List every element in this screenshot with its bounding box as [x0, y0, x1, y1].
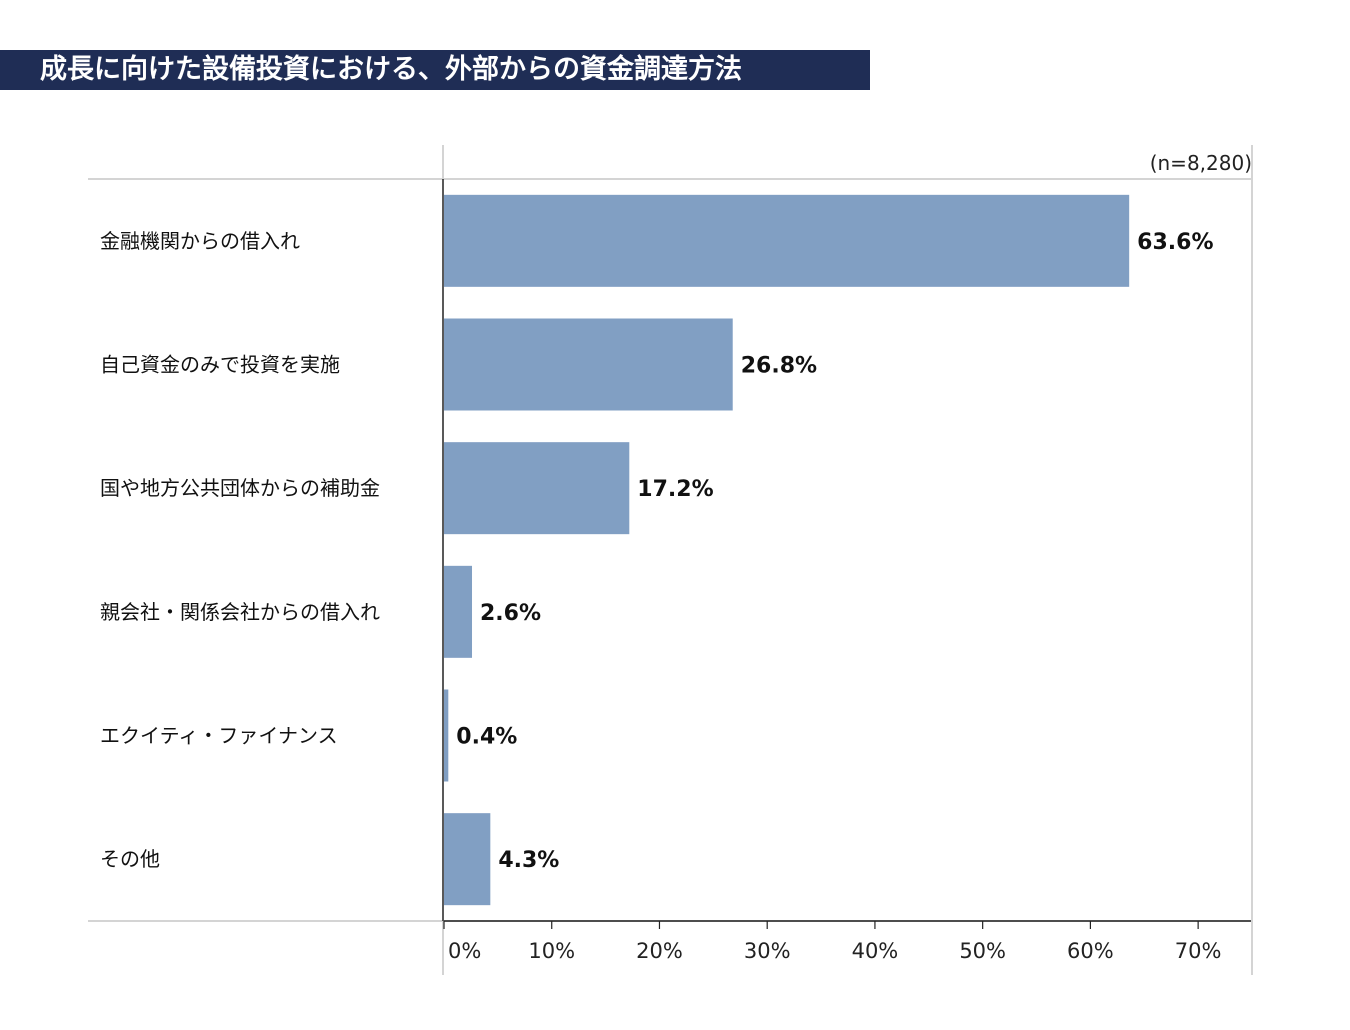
- x-tick-label: 20%: [636, 939, 683, 963]
- bar: [444, 813, 491, 906]
- value-label: 63.6%: [1137, 230, 1213, 255]
- x-tick-label: 0%: [448, 939, 481, 963]
- x-tick-label: 70%: [1175, 939, 1222, 963]
- bar: [444, 194, 1130, 287]
- value-label: 4.3%: [498, 848, 559, 873]
- chart-title: 成長に向けた設備投資における、外部からの資金調達方法: [0, 50, 870, 90]
- x-tick-label: 30%: [744, 939, 791, 963]
- value-label: 17.2%: [637, 477, 713, 502]
- bars: [444, 194, 1130, 906]
- value-label: 2.6%: [480, 601, 541, 626]
- value-label: 26.8%: [741, 354, 817, 379]
- category-label: 国や地方公共団体からの補助金: [100, 476, 380, 500]
- chart-frame: [88, 145, 1253, 975]
- category-label: その他: [100, 847, 160, 871]
- sample-size-label: (n=8,280): [1150, 151, 1252, 175]
- x-tick-label: 40%: [852, 939, 899, 963]
- x-tick-labels: 0% 10% 20% 30% 40% 50% 60% 70%: [443, 921, 1222, 963]
- x-tick-label: 50%: [959, 939, 1006, 963]
- category-label: 親会社・関係会社からの借入れ: [100, 600, 380, 624]
- bar: [444, 318, 733, 411]
- category-label: 金融機関からの借入れ: [100, 229, 300, 253]
- category-labels: 金融機関からの借入れ自己資金のみで投資を実施国や地方公共団体からの補助金親会社・…: [100, 229, 380, 871]
- x-tick-label: 10%: [528, 939, 575, 963]
- bar: [444, 689, 449, 782]
- category-label: エクイティ・ファイナンス: [100, 724, 338, 748]
- bar: [444, 565, 473, 658]
- value-labels: 63.6% 26.8% 17.2% 2.6% 0.4% 4.3%: [456, 230, 1213, 873]
- bar: [444, 442, 630, 535]
- value-label: 0.4%: [456, 725, 517, 750]
- category-label: 自己資金のみで投資を実施: [100, 353, 340, 377]
- x-tick-label: 60%: [1067, 939, 1114, 963]
